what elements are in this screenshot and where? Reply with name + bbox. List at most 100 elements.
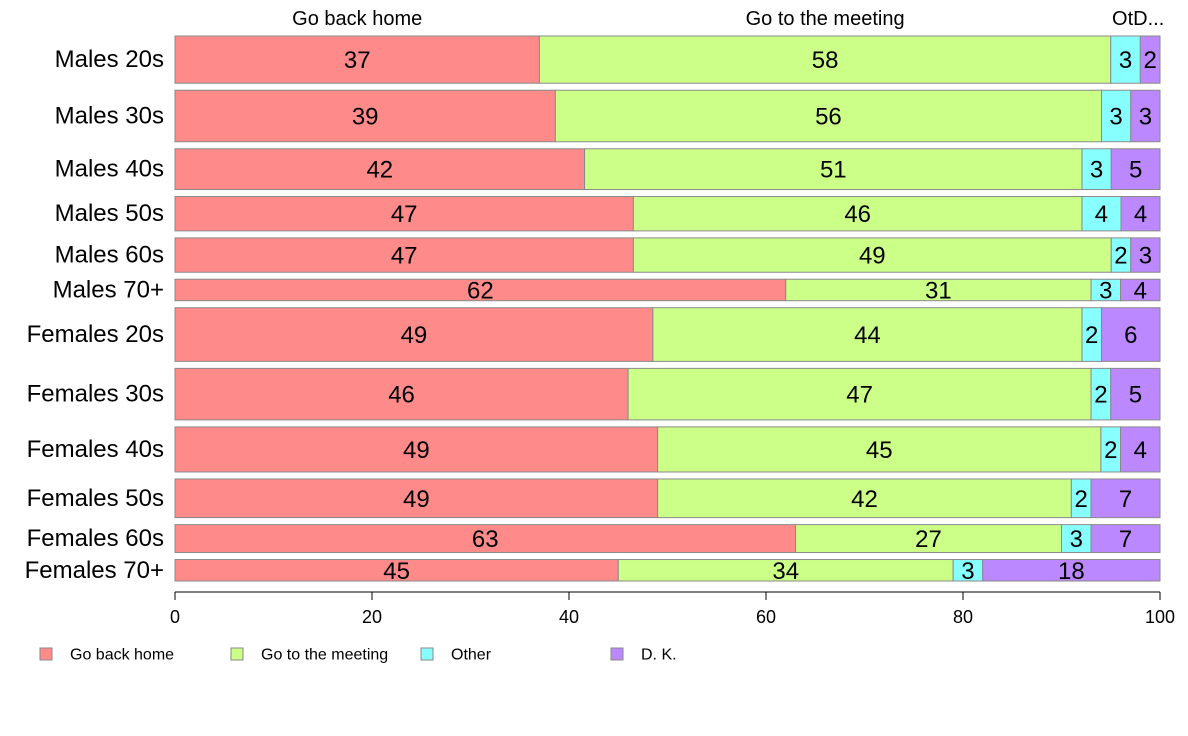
bar-segment <box>982 559 1161 582</box>
data-label: 4 <box>1095 201 1108 228</box>
x-tick-label: 40 <box>559 607 579 627</box>
data-label: 2 <box>1104 437 1117 464</box>
data-label: 3 <box>961 558 974 585</box>
data-label: 3 <box>1139 103 1152 130</box>
data-label: 51 <box>820 157 847 184</box>
data-label: 2 <box>1143 47 1156 74</box>
category-label: Females 40s <box>27 436 164 463</box>
category-labels: Males 20s Males 30s Males 40s Males 50s Male… <box>25 46 164 584</box>
data-label: 3 <box>1070 526 1083 553</box>
data-label: 5 <box>1129 382 1142 409</box>
data-label: 45 <box>383 558 410 585</box>
bar-segment <box>1139 35 1161 84</box>
data-label: 3 <box>1139 243 1152 270</box>
legend: Go back home Go to the meeting Other D. K. <box>39 647 677 664</box>
bar-segment <box>1090 478 1161 519</box>
legend-swatch <box>39 647 53 661</box>
bar-segment <box>1110 367 1161 421</box>
data-label: 39 <box>352 103 379 130</box>
data-label: 3 <box>1109 103 1122 130</box>
bar-segment <box>174 148 586 191</box>
category-label: Males 20s <box>55 46 164 73</box>
data-label: 6 <box>1124 322 1137 349</box>
data-label: 49 <box>403 437 430 464</box>
data-label: 47 <box>846 382 873 409</box>
bar-segment <box>554 89 1102 143</box>
bar-segment <box>174 196 634 232</box>
bar-segment <box>795 524 1062 554</box>
column-header: Go back home <box>292 8 422 30</box>
legend-label: D. K. <box>641 647 677 664</box>
bar-segment <box>174 35 540 84</box>
x-tick-label: 100 <box>1145 607 1175 627</box>
legend-swatch <box>420 647 434 661</box>
bar-segment <box>1090 524 1161 554</box>
x-tick-label: 0 <box>170 607 180 627</box>
legend-label: Other <box>451 647 492 664</box>
bar-segment <box>1110 148 1161 191</box>
data-label: 3 <box>1090 157 1103 184</box>
bar-segment <box>632 237 1112 273</box>
data-label: 42 <box>366 157 393 184</box>
data-label: 47 <box>391 201 418 228</box>
data-label: 62 <box>467 277 494 304</box>
data-label: 2 <box>1075 486 1088 513</box>
bar-segment <box>538 35 1112 84</box>
bar-segment <box>1120 426 1161 473</box>
column-header: OtD... <box>1112 8 1164 30</box>
column-headers: Go back home Go to the meeting OtD... <box>292 8 1164 30</box>
bar-segment <box>584 148 1083 191</box>
bar-segment <box>174 237 634 273</box>
data-label: 49 <box>401 322 428 349</box>
column-header: Go to the meeting <box>746 8 905 30</box>
category-label: Females 20s <box>27 321 164 348</box>
data-label: 18 <box>1058 558 1085 585</box>
category-label: Males 50s <box>55 200 164 227</box>
legend-label: Go back home <box>70 647 174 664</box>
category-label: Males 60s <box>55 242 164 269</box>
bar-area: 37 58 3 239 56 3 342 51 3 547 46 4 447 49 2 362 31 3 449 44… <box>174 35 1161 585</box>
bar-segment <box>1110 35 1141 84</box>
data-label: 58 <box>812 47 839 74</box>
data-label: 2 <box>1085 322 1098 349</box>
category-label: Females 50s <box>27 485 164 512</box>
bar-segment <box>657 478 1072 519</box>
bar-segment <box>1130 237 1161 273</box>
data-label: 45 <box>866 437 893 464</box>
data-label: 44 <box>854 322 881 349</box>
bar-segment <box>627 367 1092 421</box>
data-label: 7 <box>1119 526 1132 553</box>
legend-swatch <box>230 647 244 661</box>
bar-segment <box>632 196 1083 232</box>
data-label: 5 <box>1129 157 1142 184</box>
x-axis: 0 20 40 60 80 100 <box>170 591 1175 627</box>
bar-segment <box>1100 307 1161 362</box>
legend-label: Go to the meeting <box>261 647 388 664</box>
bar-segment <box>1120 278 1161 302</box>
data-label: 42 <box>851 486 878 513</box>
data-label: 46 <box>844 201 871 228</box>
data-label: 49 <box>859 243 886 270</box>
bar-segment <box>174 89 556 143</box>
x-tick-label: 80 <box>953 607 973 627</box>
data-label: 37 <box>344 47 371 74</box>
x-tick-label: 20 <box>362 607 382 627</box>
data-label: 4 <box>1134 277 1147 304</box>
bar-segment <box>1100 89 1132 143</box>
data-label: 4 <box>1134 437 1147 464</box>
data-label: 47 <box>391 243 418 270</box>
bar-segment <box>1081 148 1112 191</box>
bar-segment <box>174 524 797 554</box>
bar-segment <box>1130 89 1161 143</box>
bar-segment <box>652 307 1083 362</box>
data-label: 3 <box>1099 277 1112 304</box>
category-label: Males 70+ <box>53 276 164 303</box>
category-label: Males 40s <box>55 156 164 183</box>
data-label: 49 <box>403 486 430 513</box>
data-label: 2 <box>1094 382 1107 409</box>
bar-segment <box>174 367 629 421</box>
x-tick-label: 60 <box>756 607 776 627</box>
data-label: 56 <box>815 103 842 130</box>
bar-segment <box>1120 196 1161 232</box>
